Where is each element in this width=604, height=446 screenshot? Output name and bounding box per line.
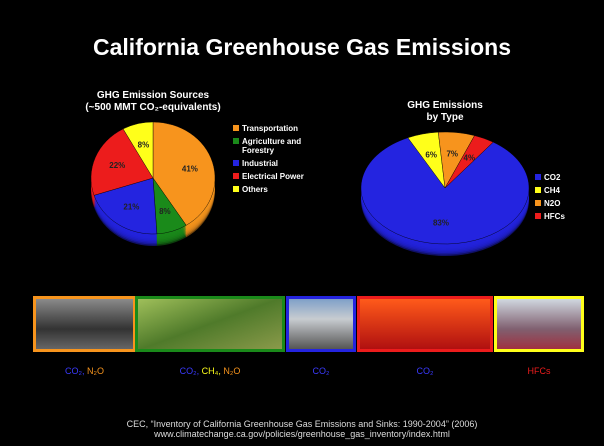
slice	[152, 121, 216, 226]
caption-part: CO₂	[416, 366, 434, 376]
photo	[286, 296, 356, 352]
legend-item: Industrial	[233, 159, 313, 168]
value-label: 4%	[464, 153, 476, 162]
chart-title-line: GHG Emissions	[407, 100, 483, 111]
legend-swatch	[535, 174, 541, 180]
chart-title-line: by Type	[426, 112, 464, 123]
caption-part: CO₂	[179, 366, 197, 376]
legend-swatch	[535, 187, 541, 193]
caption-part: CH₄	[201, 366, 219, 376]
legend-label: HFCs	[544, 212, 565, 221]
slice	[122, 121, 154, 179]
legend-item: HFCs	[535, 212, 585, 221]
chart-title: GHG Emissions by Type	[345, 100, 545, 124]
photo-caption: CO₂, N₂O	[33, 366, 136, 376]
citation-line: CEC, “Inventory of California Greenhouse…	[126, 419, 478, 429]
legend-item: CH4	[535, 186, 585, 195]
photo	[33, 296, 136, 352]
legend-label: Electrical Power	[242, 172, 304, 181]
chart-title: GHG Emission Sources (~500 MMT CO₂-equiva…	[53, 90, 253, 114]
legend-swatch	[233, 186, 239, 192]
photo-caption: CO₂	[286, 366, 356, 376]
legend-item: N2O	[535, 199, 585, 208]
value-label: 8%	[138, 140, 150, 149]
legend-swatch	[233, 160, 239, 166]
legend-item: Others	[233, 185, 313, 194]
legend-label: CO2	[544, 173, 561, 182]
legend-swatch	[233, 173, 239, 179]
photo	[357, 296, 493, 352]
photo-caption: HFCs	[494, 366, 584, 376]
legend-label: Agriculture and Forestry	[242, 137, 302, 155]
legend-item: Electrical Power	[233, 172, 313, 181]
photo	[494, 296, 584, 352]
legend-swatch	[535, 213, 541, 219]
legend-item: Agriculture and Forestry	[233, 137, 313, 155]
slice	[93, 177, 158, 235]
caption-part: ,	[81, 366, 87, 376]
chart-title-line: (~500 MMT CO₂-equivalents)	[85, 102, 221, 113]
value-label: 6%	[425, 151, 437, 160]
legend: Transportation Agriculture and Forestry In…	[233, 124, 313, 198]
value-label: 22%	[109, 161, 125, 170]
caption-part: CO₂	[64, 366, 82, 376]
caption-part: CO₂	[312, 366, 330, 376]
value-label: 83%	[433, 219, 449, 228]
photo-caption: CO₂	[357, 366, 493, 376]
caption-part: N₂O	[223, 366, 241, 376]
legend-label: CH4	[544, 186, 561, 195]
legend-swatch	[233, 125, 239, 131]
value-label: 21%	[123, 203, 139, 212]
citation-line: www.climatechange.ca.gov/policies/greenh…	[154, 429, 450, 439]
slice	[90, 128, 154, 196]
caption-part: N₂O	[87, 366, 104, 376]
slice	[444, 135, 494, 189]
value-label: 41%	[182, 164, 198, 173]
legend-swatch	[233, 138, 239, 144]
caption-part: ,	[218, 366, 224, 376]
legend-swatch	[535, 200, 541, 206]
photo	[135, 296, 285, 352]
value-label: 8%	[159, 207, 171, 216]
legend-label: N2O	[544, 199, 561, 208]
legend: CO2 CH4 N2O HFCs	[535, 173, 585, 225]
legend-item: Transportation	[233, 124, 313, 133]
value-label: 7%	[446, 150, 458, 159]
slice	[360, 137, 530, 245]
legend-item: CO2	[535, 173, 585, 182]
chart-title-line: GHG Emission Sources	[96, 90, 210, 101]
legend-label: Industrial	[242, 159, 279, 168]
photo-caption: CO₂, CH₄, N₂O	[135, 366, 285, 376]
legend-label: Transportation	[242, 124, 299, 133]
caption-part: ,	[196, 366, 202, 376]
slide-title: California Greenhouse Gas Emissions	[93, 34, 511, 60]
legend-label: Others	[242, 185, 268, 194]
caption-part: HFCs	[527, 366, 551, 376]
